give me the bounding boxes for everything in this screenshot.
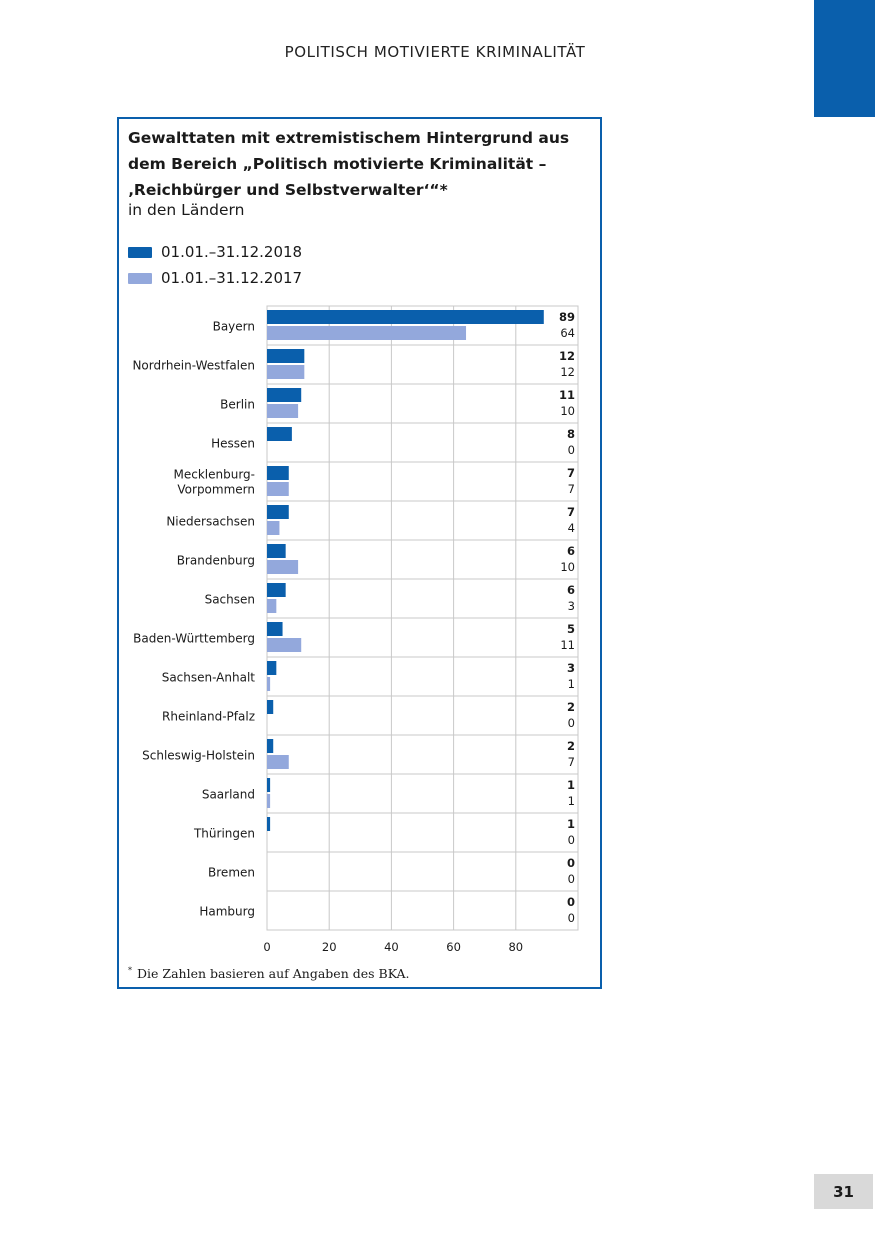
running-header: POLITISCH MOTIVIERTE KRIMINALITÄT xyxy=(284,43,586,61)
bar-2018 xyxy=(267,349,305,363)
category-label: Schleswig-Holstein xyxy=(142,749,255,763)
corner-color-tab xyxy=(814,0,875,117)
x-tick-label: 0 xyxy=(263,940,270,954)
chart-title: Gewalttaten mit extremistischem Hintergr… xyxy=(128,129,570,199)
value-label-2018: 3 xyxy=(567,661,575,675)
value-label-2017: 7 xyxy=(568,755,575,769)
value-label-2017: 10 xyxy=(560,560,575,574)
footnote-text: Die Zahlen basieren auf Angaben des BKA. xyxy=(137,966,410,982)
value-label-2018: 0 xyxy=(567,856,575,870)
bar-2018 xyxy=(267,544,286,558)
value-label-2017: 1 xyxy=(568,794,575,808)
value-label-2018: 0 xyxy=(567,895,575,909)
bar-2018 xyxy=(267,310,544,324)
footnote: * Die Zahlen basieren auf Angaben des BKA… xyxy=(128,966,410,981)
x-tick-label: 60 xyxy=(446,940,461,954)
value-label-2018: 8 xyxy=(567,427,575,441)
value-label-2018: 11 xyxy=(559,388,575,402)
value-label-2017: 11 xyxy=(560,638,575,652)
legend-swatch-2017 xyxy=(128,272,152,284)
value-label-2017: 7 xyxy=(568,482,575,496)
category-label: Nordrhein-Westfalen xyxy=(132,359,255,373)
value-label-2018: 6 xyxy=(567,583,575,597)
value-label-2017: 0 xyxy=(568,833,575,847)
value-label-2017: 0 xyxy=(568,872,575,886)
bar-2018 xyxy=(267,700,274,714)
value-label-2018: 1 xyxy=(567,817,575,831)
bar-2017 xyxy=(267,638,302,652)
bar-2018 xyxy=(267,466,289,480)
legend-item-2017: 01.01.–31.12.2017 xyxy=(128,269,302,287)
bar-2018 xyxy=(267,427,292,441)
page-number: 31 xyxy=(814,1174,873,1209)
chart-box: Gewalttaten mit extremistischem Hintergr… xyxy=(117,117,602,989)
category-label: Hessen xyxy=(211,437,255,451)
plot-frame xyxy=(266,305,579,931)
bar-2018 xyxy=(267,817,271,831)
category-label: Berlin xyxy=(220,398,255,412)
value-label-2017: 0 xyxy=(568,443,575,457)
bar-2018 xyxy=(267,622,283,636)
bar-2017 xyxy=(267,599,277,613)
x-tick-label: 40 xyxy=(384,940,399,954)
value-label-2017: 10 xyxy=(560,404,575,418)
bar-2018 xyxy=(267,661,277,675)
category-label: Baden-Württemberg xyxy=(133,632,255,646)
legend-label-2017: 01.01.–31.12.2017 xyxy=(161,269,303,287)
chart-subtitle: in den Ländern xyxy=(128,201,245,219)
category-label: Rheinland-Pfalz xyxy=(162,710,255,724)
category-label: Sachsen-Anhalt xyxy=(162,671,256,685)
bar-2018 xyxy=(267,739,274,753)
bar-2017 xyxy=(267,560,299,574)
bar-2017 xyxy=(267,365,305,379)
value-label-2017: 0 xyxy=(568,911,575,925)
category-label: Saarland xyxy=(202,788,255,802)
value-label-2018: 2 xyxy=(567,700,575,714)
value-label-2017: 0 xyxy=(568,716,575,730)
x-tick-label: 80 xyxy=(508,940,523,954)
legend-label-2018: 01.01.–31.12.2018 xyxy=(161,243,303,261)
bar-2018 xyxy=(267,583,286,597)
category-label: Bremen xyxy=(208,866,255,880)
category-label: Thüringen xyxy=(193,827,255,841)
value-label-2017: 3 xyxy=(568,599,575,613)
bar-2017 xyxy=(267,521,280,535)
category-label: Niedersachsen xyxy=(166,515,255,529)
category-label: Bayern xyxy=(213,320,255,334)
bar-2017 xyxy=(267,677,271,691)
value-label-2018: 12 xyxy=(559,349,575,363)
footnote-marker: * xyxy=(128,966,132,975)
value-label-2017: 1 xyxy=(568,677,575,691)
value-label-2018: 2 xyxy=(567,739,575,753)
category-label: Brandenburg xyxy=(177,554,255,568)
bar-2017 xyxy=(267,404,299,418)
value-label-2018: 7 xyxy=(567,466,575,480)
value-label-2018: 1 xyxy=(567,778,575,792)
bar-chart-plot: Bayern8964Nordrhein-Westfalen1212Berlin1… xyxy=(132,305,579,954)
value-label-2017: 64 xyxy=(560,326,575,340)
bar-2017 xyxy=(267,482,289,496)
legend-swatch-2018 xyxy=(128,246,152,258)
category-label: Mecklenburg-Vorpommern xyxy=(174,468,256,497)
bar-2017 xyxy=(267,794,271,808)
legend-item-2018: 01.01.–31.12.2018 xyxy=(128,243,302,261)
value-label-2018: 7 xyxy=(567,505,575,519)
value-label-2018: 6 xyxy=(567,544,575,558)
x-tick-label: 20 xyxy=(322,940,337,954)
value-label-2017: 12 xyxy=(560,365,575,379)
bar-2018 xyxy=(267,505,289,519)
value-label-2018: 89 xyxy=(559,310,575,324)
value-label-2017: 4 xyxy=(568,521,575,535)
bar-2018 xyxy=(267,388,302,402)
value-label-2018: 5 xyxy=(567,622,575,636)
category-label: Sachsen xyxy=(205,593,255,607)
bar-2018 xyxy=(267,778,271,792)
bar-2017 xyxy=(267,755,289,769)
category-label: Hamburg xyxy=(199,905,255,919)
bar-2017 xyxy=(267,326,467,340)
